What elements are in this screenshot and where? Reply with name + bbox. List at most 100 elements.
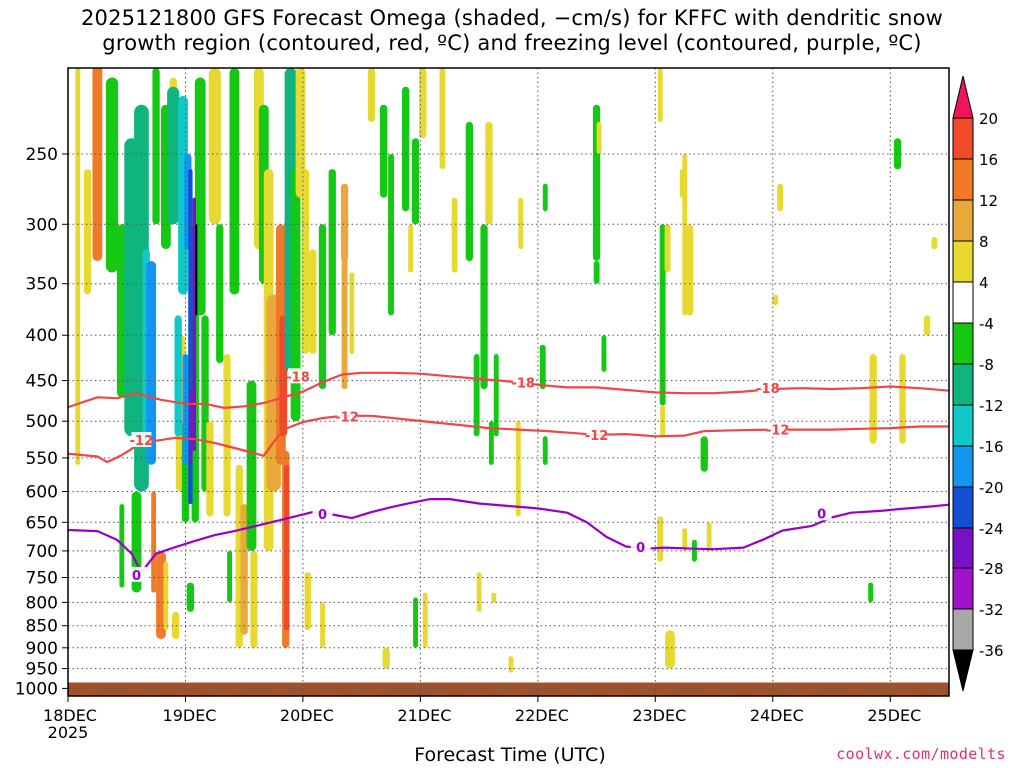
y-tick-label: 750 (26, 569, 58, 589)
y-tick-label: 250 (26, 145, 58, 165)
omega-shade (227, 550, 232, 603)
omega-shade (116, 224, 127, 398)
x-tick-label: 19DEC (163, 706, 217, 725)
colorbar-arrow-top (952, 75, 974, 119)
omega-shade (318, 224, 327, 390)
omega-shade (320, 602, 325, 648)
plot-frame (67, 67, 950, 697)
ground-band (68, 682, 949, 696)
contour-label: -18 (756, 382, 780, 397)
colorbar-tick-label: 20 (979, 110, 998, 128)
x-tick-label: 24DEC (750, 706, 804, 725)
omega-shade (601, 335, 607, 372)
contour-label: -12 (335, 411, 359, 426)
y-tick-label: 650 (26, 513, 58, 533)
omega-shade (246, 380, 257, 551)
y-tick-label: 550 (26, 449, 58, 469)
omega-shade (422, 592, 428, 648)
y-tick-label: 1000 (15, 679, 58, 699)
omega-shade (174, 315, 182, 437)
omega-shade (664, 224, 671, 273)
credit-link[interactable]: coolwx.com/modelts (836, 745, 1006, 763)
contour-label-bg (131, 432, 152, 447)
omega-shade (480, 224, 488, 390)
omega-shade (772, 294, 779, 306)
omega-shade (172, 611, 180, 640)
omega-shade (163, 561, 169, 631)
omega-shade (190, 389, 193, 465)
colorbar-tick-label: -28 (979, 560, 1004, 578)
omega-shade (657, 68, 663, 122)
y-tick-label: 850 (26, 617, 58, 637)
y-tick-label: 300 (26, 215, 58, 235)
omega-shade (679, 169, 685, 198)
contour-label-bg (767, 421, 788, 437)
x-tick-label: 25DEC (867, 706, 921, 725)
contour-label-bg (630, 539, 651, 554)
y-tick-label: 450 (26, 372, 58, 392)
colorbar-tick-label: 4 (979, 274, 989, 292)
omega-shade (706, 522, 712, 551)
contour-label: 0 (636, 541, 645, 556)
colorbar-tick-label: 8 (979, 233, 989, 251)
omega-shade (83, 169, 92, 295)
x-year-label: 2025 (48, 723, 89, 742)
omega-shade (382, 647, 390, 669)
y-tick-label: 900 (26, 639, 58, 659)
omega-shade (700, 436, 708, 472)
omega-shade (659, 224, 666, 406)
contour-label: 0 (817, 507, 826, 522)
omega-shade (923, 315, 931, 336)
omega-shade (75, 68, 81, 465)
colorbar-tick-label: -16 (979, 438, 1004, 456)
omega-shade (485, 121, 493, 225)
omega-shade (408, 224, 414, 273)
omega-shade (411, 138, 420, 225)
colorbar-segment (952, 486, 974, 529)
colorbar-tick-label: 12 (979, 192, 998, 210)
x-tick-label: 20DEC (280, 706, 334, 725)
x-tick-label: 22DEC (515, 706, 569, 725)
x-tick-label: 18DEC (43, 706, 97, 725)
omega-shade (542, 183, 548, 212)
omega-shade (413, 597, 418, 648)
chart-title-line-2: growth region (contoured, red, ºC) and f… (102, 31, 922, 55)
contour-label: 0 (132, 569, 141, 584)
contour--18 (68, 371, 949, 409)
colorbar-segment (952, 404, 974, 447)
omega-shade (682, 528, 688, 551)
omega-shade (341, 224, 348, 390)
colorbar-segment (952, 281, 974, 324)
colorbar-segment (952, 363, 974, 406)
omega-shade (152, 68, 160, 225)
omega-shade (195, 224, 198, 316)
omega-shade (869, 354, 877, 444)
colorbar-arrow-bottom (952, 649, 974, 692)
y-tick-label: 400 (26, 326, 58, 346)
omega-shade (284, 464, 290, 631)
omega-shade (657, 516, 664, 562)
omega-shade (186, 582, 194, 612)
omega-shade (290, 169, 301, 422)
omega-shade (476, 572, 482, 612)
omega-shade (367, 68, 376, 122)
omega-shade (685, 224, 694, 316)
omega-shade (596, 121, 602, 154)
omega-shade (240, 504, 248, 635)
omega-shade (868, 582, 874, 603)
y-tick-label: 950 (26, 660, 58, 680)
colorbar-segment (952, 199, 974, 242)
omega-shade (493, 354, 499, 437)
colorbar-tick-label: -4 (979, 315, 994, 333)
omega-shade (380, 104, 388, 198)
omega-shade (518, 197, 524, 250)
omega-shade (105, 77, 119, 273)
omega-shade (349, 272, 355, 354)
contour-label-bg (337, 408, 357, 424)
omega-shade (439, 68, 446, 170)
omega-shade (182, 354, 189, 465)
colorbar-segment (952, 527, 974, 569)
contour-label: -18 (511, 376, 535, 391)
x-tick-label: 21DEC (397, 706, 451, 725)
